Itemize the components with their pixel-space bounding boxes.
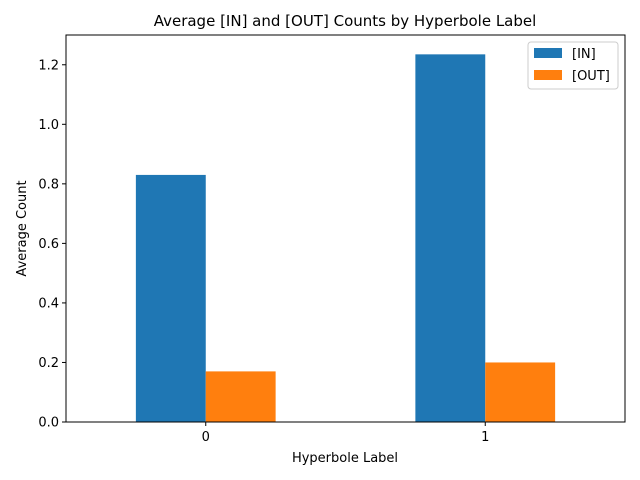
plot-frame [65,34,626,423]
y-tick-label: 1.0 [38,118,59,133]
y-tick-label: 0.0 [38,416,59,431]
legend-swatch-out [534,70,562,80]
legend: [IN] [OUT] [527,41,619,90]
y-tick-label: 0.8 [38,177,59,192]
chart-title: Average [IN] and [OUT] Counts by Hyperbo… [154,12,537,30]
y-tick-label: 1.2 [38,58,59,73]
legend-swatch-in [534,48,562,58]
y-tick-label: 0.6 [38,237,59,252]
legend-label-out: [OUT] [572,69,610,84]
bar-out-cat-0 [205,371,276,422]
bar-in-cat-1 [415,54,486,422]
legend-label-in: [IN] [572,47,596,62]
y-tick-label: 0.4 [38,296,59,311]
y-axis-ticks: 0.0 0.2 0.4 0.6 0.8 1.0 1.2 [38,58,66,431]
y-tick-label: 0.2 [38,356,59,371]
bar-in-cat-0 [135,174,206,422]
bars-layer [135,54,556,422]
x-axis-label: Hyperbole Label [292,451,398,466]
x-tick-label: 0 [202,430,210,445]
y-axis-label: Average Count [15,180,30,276]
bar-out-cat-1 [485,362,556,422]
x-tick-label: 1 [481,430,489,445]
